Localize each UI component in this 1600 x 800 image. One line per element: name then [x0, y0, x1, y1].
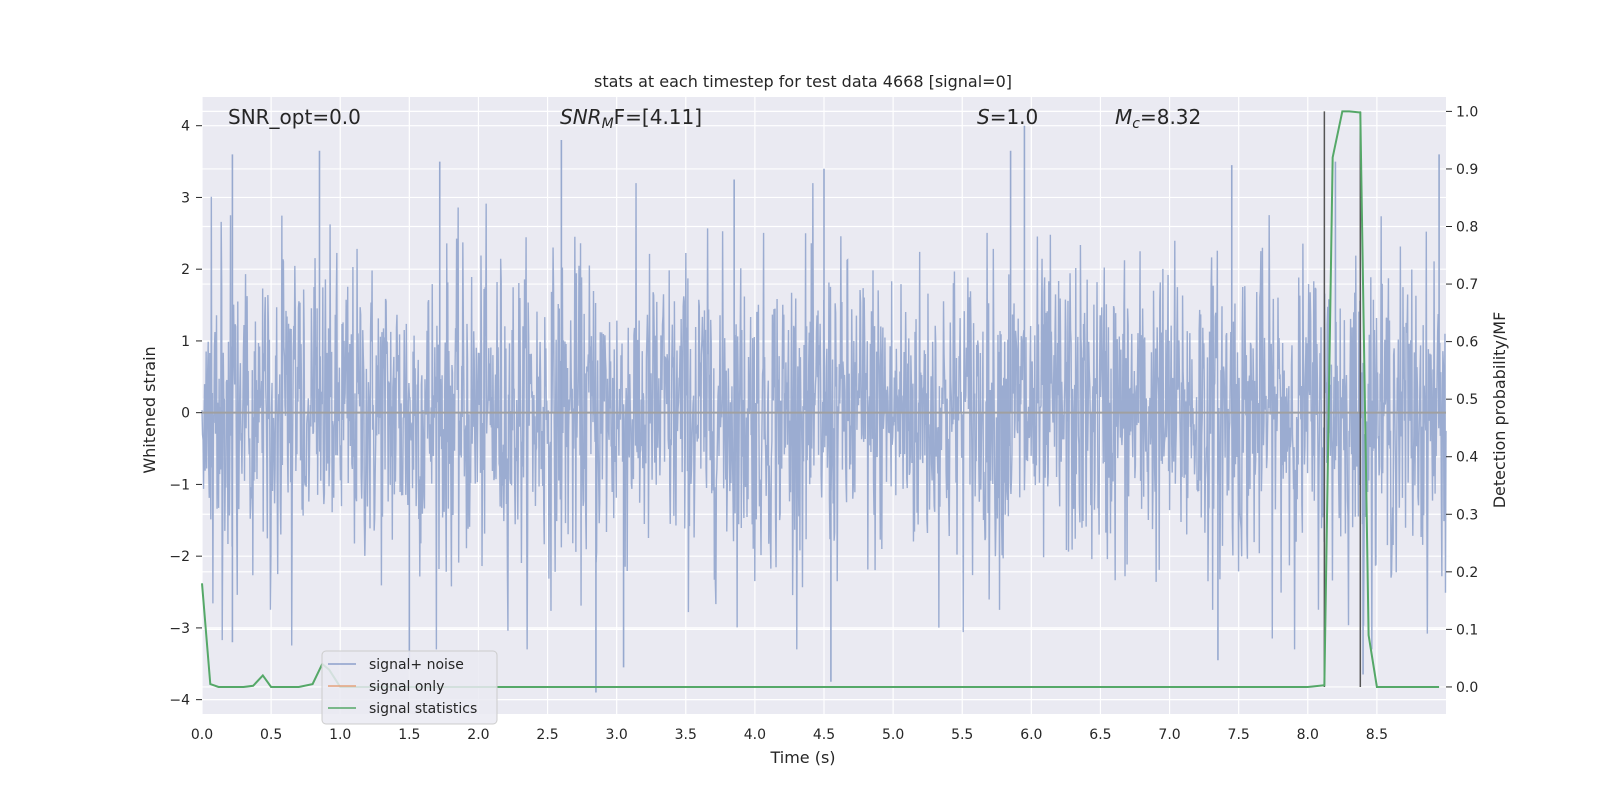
x-tick-label: 4.0 [744, 727, 766, 743]
y-right-tick-label: 0.4 [1456, 450, 1478, 466]
y-right-tick-label: 0.1 [1456, 622, 1478, 638]
y-left-tick-label: 4 [181, 119, 190, 135]
y-left-tick-label: −3 [169, 621, 190, 637]
y-right-tick-label: 0.5 [1456, 392, 1478, 408]
vertical-markers [1323, 111, 1362, 687]
chart-title: stats at each timestep for test data 466… [594, 72, 1012, 91]
x-tick-label: 7.0 [1158, 727, 1180, 743]
x-tick-label: 3.5 [675, 727, 697, 743]
x-tick-label: 3.0 [606, 727, 628, 743]
x-tick-label: 1.0 [329, 727, 351, 743]
y-axis-right-ticks: 0.0 0.1 0.2 0.3 0.4 0.5 0.6 0.7 0.8 0.9 1.0 [1446, 104, 1478, 696]
legend-label-signal-only: signal only [369, 679, 444, 695]
x-tick-label: 7.5 [1228, 727, 1250, 743]
y-right-tick-label: 0.3 [1456, 507, 1478, 523]
annotation-mc: Mc=8.32 [1115, 105, 1201, 132]
x-tick-label: 2.0 [467, 727, 489, 743]
x-axis-label: Time (s) [769, 748, 835, 767]
y-right-tick-label: 0.8 [1456, 220, 1478, 236]
annotation-s: S=1.0 [977, 105, 1038, 129]
x-tick-label: 4.5 [813, 727, 835, 743]
y-axis-left-label: Whitened strain [140, 346, 159, 473]
y-left-tick-label: 3 [181, 190, 190, 206]
annotation-snr-opt: SNR_opt=0.0 [228, 105, 361, 129]
y-axis-left-ticks: −4 −3 −2 −1 0 1 2 3 4 [169, 119, 202, 709]
y-left-tick-label: 0 [181, 406, 190, 422]
signal-statistics-line [201, 110, 1440, 688]
x-tick-label: 8.0 [1297, 727, 1319, 743]
series-signal-statistics [201, 110, 1440, 688]
y-left-tick-label: −2 [169, 549, 190, 565]
series-signal-noise [201, 125, 1447, 693]
x-tick-label: 5.0 [882, 727, 904, 743]
legend-label-signal-statistics: signal statistics [369, 701, 477, 717]
y-right-tick-label: 0.7 [1456, 277, 1478, 293]
y-left-tick-label: −1 [169, 477, 190, 493]
x-axis-ticks: 0.0 0.5 1.0 1.5 2.0 2.5 3.0 3.5 4.0 4.5 5.0 5.5 6.0 6… [191, 727, 1388, 743]
legend-label-signal-noise: signal+ noise [369, 657, 464, 673]
legend: signal+ noise signal only signal statist… [321, 650, 498, 725]
legend-box [321, 650, 498, 725]
y-left-tick-label: −4 [169, 693, 190, 709]
y-axis-right-label: Detection probability/MF [1490, 312, 1509, 509]
y-right-tick-label: 0.0 [1456, 680, 1478, 696]
x-tick-label: 0.5 [260, 727, 282, 743]
y-left-tick-label: 1 [181, 334, 190, 350]
x-tick-label: 5.5 [951, 727, 973, 743]
y-right-tick-label: 0.6 [1456, 335, 1478, 351]
x-tick-label: 0.0 [191, 727, 213, 743]
x-tick-label: 1.5 [398, 727, 420, 743]
x-tick-label: 8.5 [1366, 727, 1388, 743]
x-tick-label: 6.5 [1089, 727, 1111, 743]
y-right-tick-label: 1.0 [1456, 104, 1478, 120]
x-tick-label: 6.0 [1020, 727, 1042, 743]
x-tick-label: 2.5 [536, 727, 558, 743]
y-right-tick-label: 0.2 [1456, 565, 1478, 581]
annotation-snr-mf: SNRMF=[4.11] [560, 105, 702, 132]
y-right-tick-label: 0.9 [1456, 162, 1478, 178]
y-left-tick-label: 2 [181, 262, 190, 278]
